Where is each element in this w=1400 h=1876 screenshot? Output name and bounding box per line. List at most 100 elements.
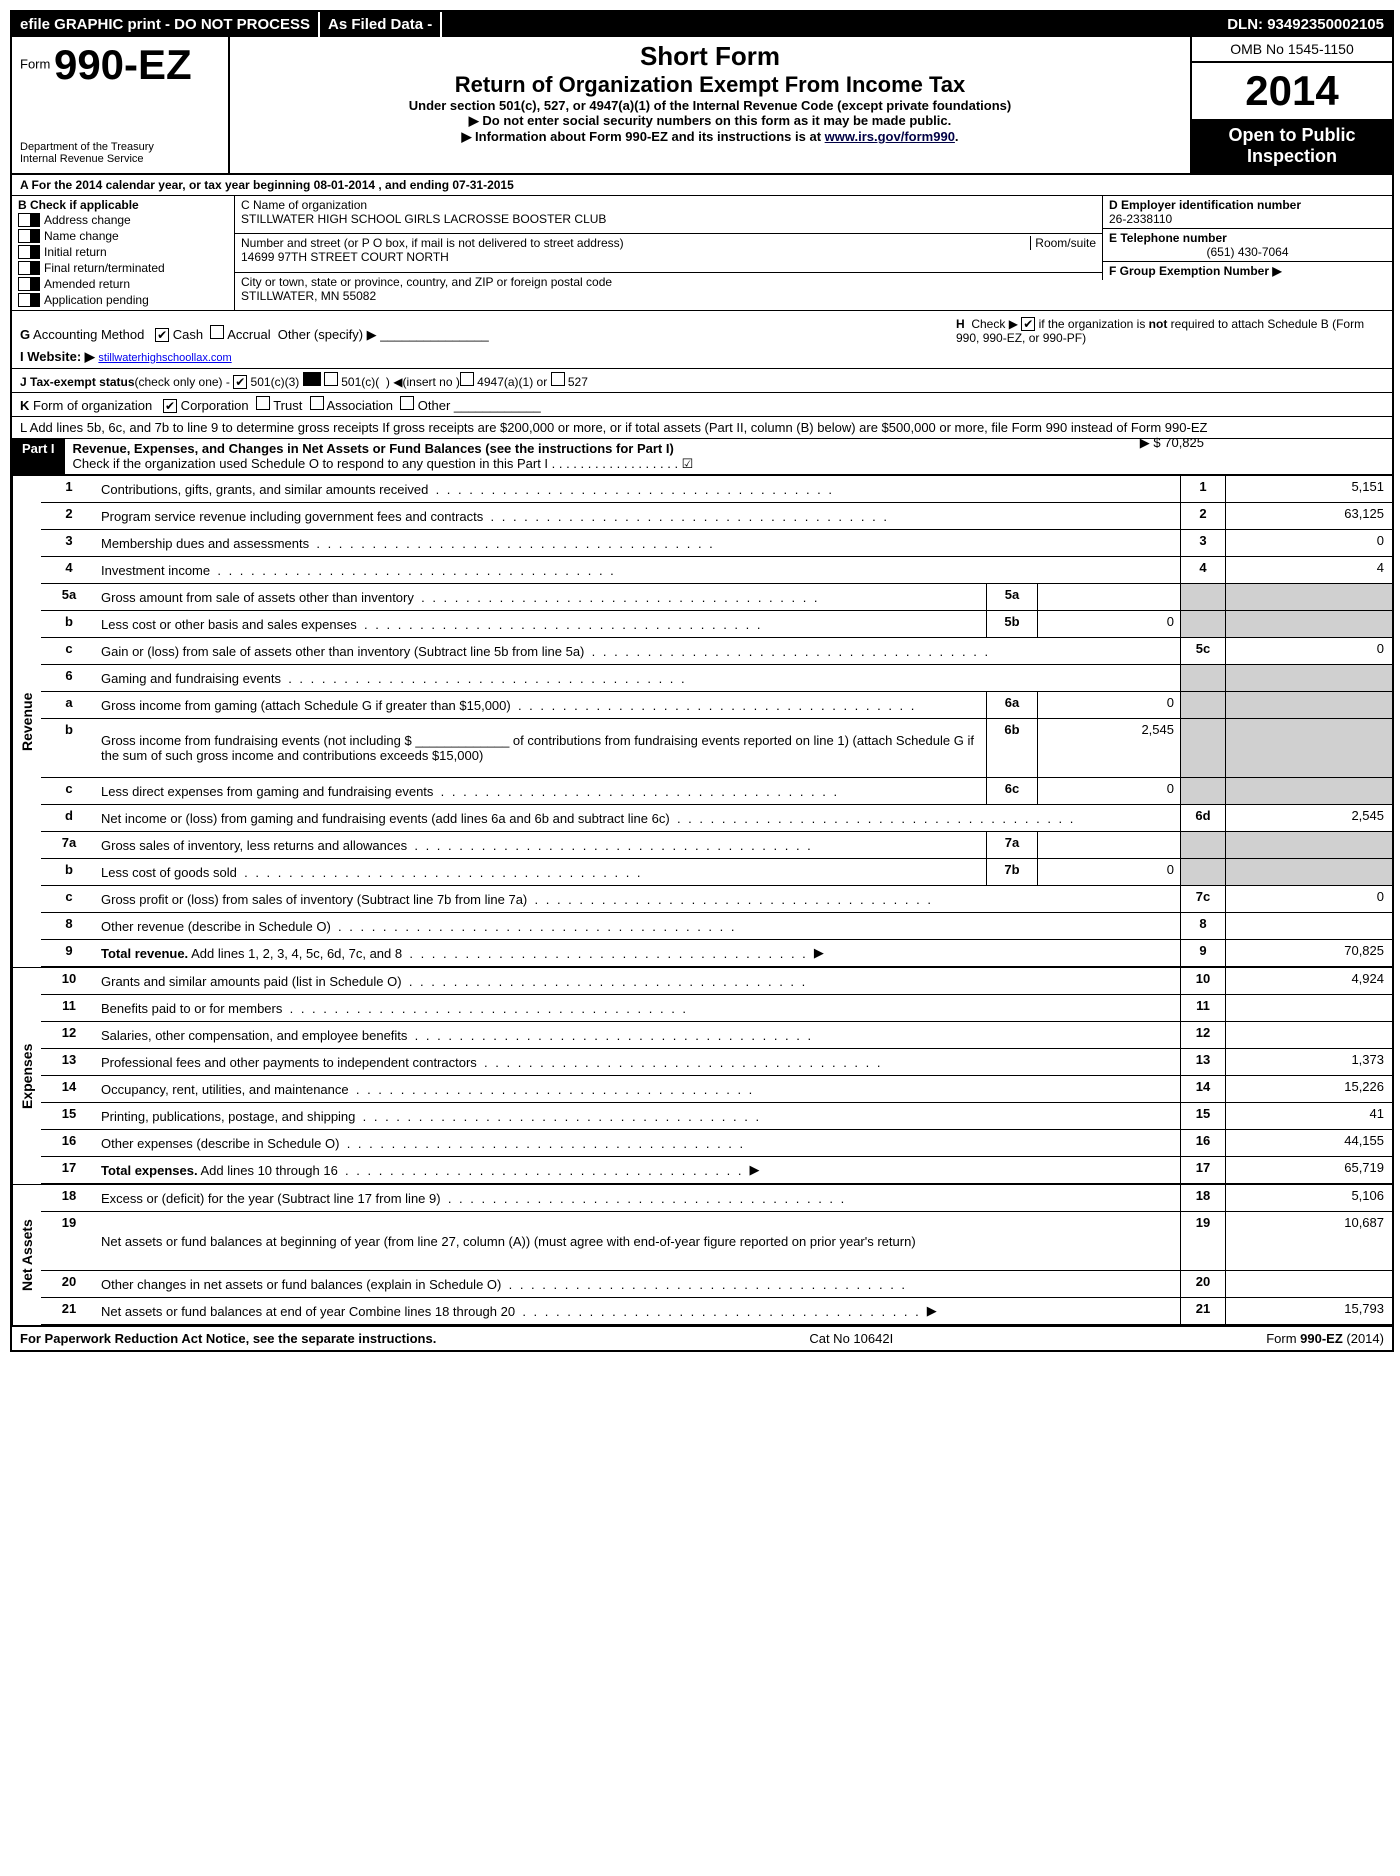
table-row: 13Professional fees and other payments t…: [41, 1049, 1392, 1076]
subtitle: Under section 501(c), 527, or 4947(a)(1)…: [240, 98, 1180, 113]
irs-form990-link[interactable]: www.irs.gov/form990: [825, 129, 955, 144]
right-line-number: [1180, 832, 1225, 858]
line-number: 10: [41, 968, 97, 994]
note-info: ▶ Information about Form 990-EZ and its …: [240, 129, 1180, 145]
amount-value: [1225, 1271, 1392, 1297]
mini-line-number: 7b: [986, 859, 1037, 885]
line-description: Membership dues and assessments: [97, 530, 1180, 556]
table-row: 6Gaming and fundraising events: [41, 665, 1392, 692]
right-line-number: 14: [1180, 1076, 1225, 1102]
line-description: Gross profit or (loss) from sales of inv…: [97, 886, 1180, 912]
amount-value: [1225, 611, 1392, 637]
line-description: Excess or (deficit) for the year (Subtra…: [97, 1185, 1180, 1211]
line-description: Occupancy, rent, utilities, and maintena…: [97, 1076, 1180, 1102]
table-row: cGain or (loss) from sale of assets othe…: [41, 638, 1392, 665]
right-line-number: [1180, 665, 1225, 691]
table-row: 3Membership dues and assessments 30: [41, 530, 1392, 557]
line-description: Net assets or fund balances at end of ye…: [97, 1298, 1180, 1324]
table-row: 21Net assets or fund balances at end of …: [41, 1298, 1392, 1325]
line-number: 14: [41, 1076, 97, 1102]
right-line-number: 2: [1180, 503, 1225, 529]
line-number: 21: [41, 1298, 97, 1324]
part-i-label: Part I: [12, 439, 65, 474]
table-row: aGross income from gaming (attach Schedu…: [41, 692, 1392, 719]
amount-value: 63,125: [1225, 503, 1392, 529]
irs-label: Internal Revenue Service: [20, 153, 154, 165]
line-number: b: [41, 611, 97, 637]
table-row: 4Investment income 44: [41, 557, 1392, 584]
col-b-title: B Check if applicable: [18, 198, 228, 212]
note-ssn: ▶ Do not enter social security numbers o…: [240, 113, 1180, 129]
table-row: cLess direct expenses from gaming and fu…: [41, 778, 1392, 805]
mini-line-value: 0: [1037, 611, 1180, 637]
mini-line-number: 6c: [986, 778, 1037, 804]
line-description: Gaming and fundraising events: [97, 665, 1180, 691]
amount-value: 15,226: [1225, 1076, 1392, 1102]
amount-value: [1225, 584, 1392, 610]
mini-line-number: 5a: [986, 584, 1037, 610]
table-row: bLess cost or other basis and sales expe…: [41, 611, 1392, 638]
amount-value: 41: [1225, 1103, 1392, 1129]
line-number: 2: [41, 503, 97, 529]
part-i-title: Revenue, Expenses, and Changes in Net As…: [73, 441, 674, 456]
line-description: Less direct expenses from gaming and fun…: [97, 778, 986, 804]
right-line-number: 12: [1180, 1022, 1225, 1048]
footer-cat-no: Cat No 10642I: [809, 1331, 893, 1346]
line-l-amount: ▶ $ 70,825: [1140, 435, 1204, 451]
amount-value: 44,155: [1225, 1130, 1392, 1156]
line-description: Other changes in net assets or fund bala…: [97, 1271, 1180, 1297]
return-title: Return of Organization Exempt From Incom…: [240, 72, 1180, 98]
mini-line-value: 0: [1037, 692, 1180, 718]
col-c-org-info: C Name of organization STILLWATER HIGH S…: [235, 196, 1102, 310]
amount-value: [1225, 778, 1392, 804]
chk-final-return[interactable]: [18, 261, 40, 275]
chk-amended[interactable]: [18, 277, 40, 291]
right-line-number: [1180, 719, 1225, 777]
chk-app-pending[interactable]: [18, 293, 40, 307]
amount-value: 15,793: [1225, 1298, 1392, 1324]
line-number: 5a: [41, 584, 97, 610]
chk-initial-return[interactable]: [18, 245, 40, 259]
right-line-number: 8: [1180, 913, 1225, 939]
right-line-number: 9: [1180, 940, 1225, 966]
right-line-number: [1180, 859, 1225, 885]
mini-line-value: 0: [1037, 778, 1180, 804]
table-row: 15Printing, publications, postage, and s…: [41, 1103, 1392, 1130]
line-k-form-org: K Form of organization ✔ Corporation Tru…: [12, 393, 1392, 417]
line-description: Gross income from fundraising events (no…: [97, 719, 986, 777]
amount-value: [1225, 665, 1392, 691]
top-bar: efile GRAPHIC print - DO NOT PROCESS As …: [12, 12, 1392, 37]
right-line-number: 15: [1180, 1103, 1225, 1129]
table-row: 18Excess or (deficit) for the year (Subt…: [41, 1185, 1392, 1212]
short-form-title: Short Form: [240, 41, 1180, 72]
right-line-number: 10: [1180, 968, 1225, 994]
right-line-number: 1: [1180, 476, 1225, 502]
line-number: 20: [41, 1271, 97, 1297]
line-description: Contributions, gifts, grants, and simila…: [97, 476, 1180, 502]
mini-line-number: 6a: [986, 692, 1037, 718]
form-number: 990-EZ: [54, 41, 192, 89]
right-line-number: 6d: [1180, 805, 1225, 831]
header-block: Form 990-EZ Department of the Treasury I…: [12, 37, 1392, 175]
website-link[interactable]: stillwaterhighschoollax.com: [98, 352, 231, 364]
amount-value: [1225, 719, 1392, 777]
line-l-gross-receipts: L Add lines 5b, 6c, and 7b to line 9 to …: [12, 417, 1392, 439]
table-row: 19Net assets or fund balances at beginni…: [41, 1212, 1392, 1271]
amount-value: [1225, 832, 1392, 858]
table-row: 17Total expenses. Add lines 10 through 1…: [41, 1157, 1392, 1184]
line-a-tax-year: A For the 2014 calendar year, or tax yea…: [12, 175, 1392, 196]
footer-left: For Paperwork Reduction Act Notice, see …: [20, 1331, 436, 1346]
chk-name-change[interactable]: [18, 229, 40, 243]
chk-address-change[interactable]: [18, 213, 40, 227]
col-d-e-f: D Employer identification number 26-2338…: [1102, 196, 1392, 310]
right-line-number: 21: [1180, 1298, 1225, 1324]
line-number: 1: [41, 476, 97, 502]
line-description: Gain or (loss) from sale of assets other…: [97, 638, 1180, 664]
right-line-number: 5c: [1180, 638, 1225, 664]
line-number: 3: [41, 530, 97, 556]
amount-value: [1225, 913, 1392, 939]
line-description: Net assets or fund balances at beginning…: [97, 1212, 1180, 1270]
tel-label: E Telephone number: [1109, 231, 1386, 245]
org-name: STILLWATER HIGH SCHOOL GIRLS LACROSSE BO…: [241, 212, 1096, 226]
right-line-number: [1180, 778, 1225, 804]
